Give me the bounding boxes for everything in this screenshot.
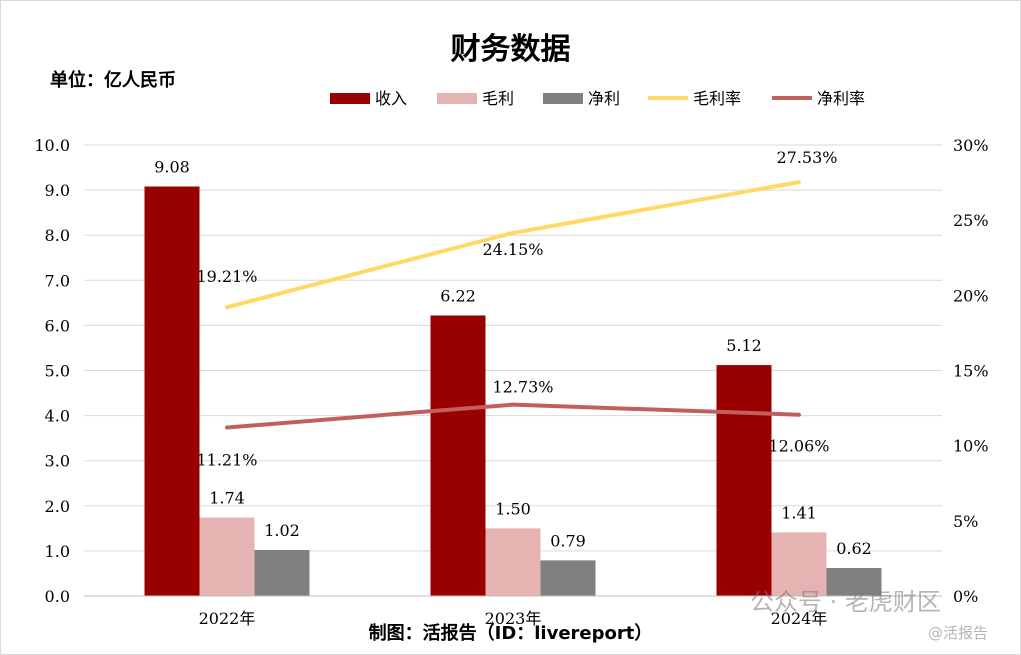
gross-profit-bar-label: 1.74 [209, 489, 245, 508]
net-margin-line-label: 12.73% [492, 378, 553, 397]
gross-margin-line-label: 19.21% [196, 267, 257, 286]
net-margin-line-label: 11.21% [196, 450, 257, 469]
gross-profit-bar [199, 517, 255, 596]
y-tick-label: 7.0 [45, 271, 70, 290]
y-tick-label: 1.0 [45, 542, 70, 561]
legend-label: 净利 [588, 89, 620, 108]
x-tick-label: 2022年 [199, 609, 256, 628]
data-labels: 9.08 6.22 5.12 1.74 1.50 1.41 1.02 0.79 0.62 19.2… [154, 148, 872, 558]
y2-tick-label: 20% [953, 286, 989, 305]
y-tick-label: 6.0 [45, 316, 70, 335]
gross-margin-line [225, 180, 801, 310]
watermark-sub: @活报告 [928, 624, 989, 642]
gross-margin-line-label: 24.15% [482, 240, 543, 259]
unit-label: 单位：亿人民币 [50, 70, 176, 91]
y2-tick-label: 15% [953, 362, 989, 381]
gross-profit-bar-label: 1.50 [495, 499, 531, 518]
chart-title: 财务数据 [450, 32, 571, 67]
net-margin-line-label: 12.06% [768, 437, 829, 456]
revenue-bar-label: 5.12 [726, 336, 762, 355]
y2-tick-label: 5% [953, 512, 978, 531]
chart-credit: 制图：活报告（ID：livereport） [368, 623, 653, 644]
legend-label: 收入 [375, 89, 407, 108]
y-tick-label: 4.0 [45, 407, 70, 426]
y-tick-label: 2.0 [45, 497, 70, 516]
legend: 收入 毛利 净利 毛利率 净利率 [330, 89, 865, 108]
legend-swatch [543, 93, 583, 104]
net-margin-line [225, 402, 801, 430]
x-tick-label: 2023年 [485, 609, 542, 628]
bar-series [144, 186, 882, 596]
y2-tick-label: 30% [953, 136, 989, 155]
x-tick-label: 2024年 [771, 609, 828, 628]
legend-label: 毛利率 [693, 89, 741, 108]
y-tick-label: 0.0 [45, 587, 70, 606]
legend-label: 净利率 [817, 89, 865, 108]
y2-tick-label: 25% [953, 211, 989, 230]
y-tick-label: 3.0 [45, 452, 70, 471]
gross-margin-line-label: 27.53% [776, 148, 837, 167]
line-series [225, 180, 801, 430]
net-profit-bar-label: 1.02 [264, 521, 300, 540]
legend-swatch [437, 93, 477, 104]
gridlines [84, 144, 942, 597]
net-profit-bar [826, 568, 882, 596]
y-tick-label: 10.0 [34, 136, 70, 155]
y2-tick-label: 10% [953, 437, 989, 456]
legend-swatch [330, 93, 370, 104]
net-profit-bar-label: 0.79 [550, 531, 586, 550]
revenue-bar [716, 365, 772, 596]
revenue-bar [144, 186, 200, 596]
gross-profit-bar [771, 532, 827, 596]
revenue-bar-label: 6.22 [440, 286, 476, 305]
watermark-main: 公众号 · 老虎财区 [750, 588, 941, 616]
y-tick-label: 5.0 [45, 362, 70, 381]
gross-profit-bar-label: 1.41 [781, 503, 817, 522]
y-tick-label: 9.0 [45, 181, 70, 200]
y-tick-label: 8.0 [45, 226, 70, 245]
revenue-bar-label: 9.08 [154, 157, 190, 176]
legend-label: 毛利 [482, 89, 514, 108]
revenue-bar [430, 315, 486, 596]
y2-tick-label: 0% [953, 587, 978, 606]
gross-profit-bar [485, 528, 541, 596]
net-profit-bar [254, 549, 310, 596]
net-profit-bar [540, 560, 596, 596]
axes: 0.0 1.0 2.0 3.0 4.0 5.0 6.0 7.0 8.0 9.0 10.0 0% 5% 10… [34, 136, 988, 628]
net-profit-bar-label: 0.62 [836, 539, 872, 558]
